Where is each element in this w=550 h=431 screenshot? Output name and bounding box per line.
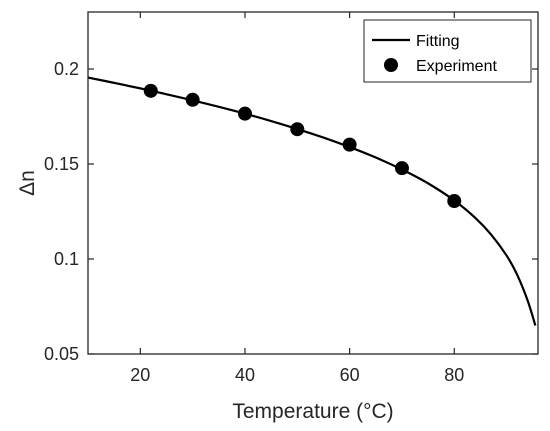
- x-axis: 20 40 60 80: [130, 12, 464, 385]
- y-tick-label: 0.05: [44, 344, 79, 364]
- experiment-point: [143, 83, 158, 98]
- experiment-point: [447, 194, 462, 209]
- experiment-point: [185, 92, 200, 107]
- experiment-point: [342, 137, 357, 152]
- experiment-markers: [143, 83, 462, 209]
- x-tick-label: 40: [235, 365, 255, 385]
- legend-label-experiment: Experiment: [416, 58, 497, 75]
- y-tick-label: 0.1: [54, 249, 79, 269]
- x-tick-label: 60: [340, 365, 360, 385]
- x-tick-label: 20: [130, 365, 150, 385]
- experiment-point: [237, 106, 252, 121]
- experiment-point: [290, 122, 305, 137]
- x-axis-title: Temperature (°C): [232, 400, 393, 423]
- legend-experiment-marker-icon: [384, 58, 398, 72]
- plot-area: [87, 76, 537, 326]
- y-axis: 0.05 0.1 0.15 0.2: [44, 59, 538, 364]
- experiment-point: [394, 161, 409, 176]
- legend-label-fitting: Fitting: [416, 33, 460, 50]
- y-tick-label: 0.15: [44, 154, 79, 174]
- y-axis-title: Δn: [16, 170, 39, 196]
- y-tick-label: 0.2: [54, 59, 79, 79]
- legend: Fitting Experiment: [363, 19, 532, 83]
- plot-frame: [87, 11, 539, 355]
- x-tick-label: 80: [444, 365, 464, 385]
